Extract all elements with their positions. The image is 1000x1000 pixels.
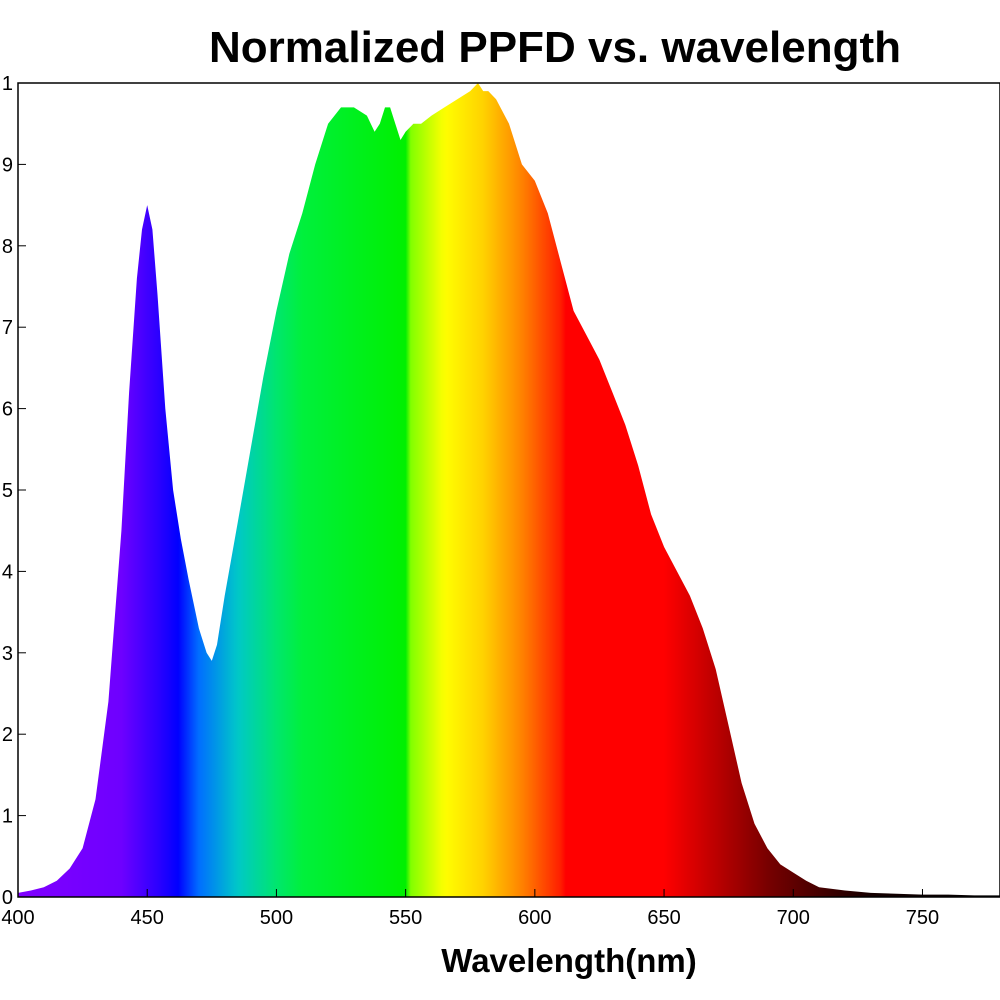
y-tick-label: 7	[2, 317, 13, 339]
y-tick-label: 1	[2, 806, 13, 828]
x-tick-label: 450	[131, 907, 164, 929]
x-axis-ticks: 400 450 500 550 600 650 700 750	[1, 889, 939, 929]
x-tick-label: 500	[260, 907, 293, 929]
x-tick-label: 750	[906, 907, 939, 929]
x-tick-label: 700	[777, 907, 810, 929]
axes-frame	[17, 82, 1000, 898]
y-tick-label: 5	[2, 480, 13, 502]
spectrum-area	[18, 83, 1000, 897]
y-tick-label: 8	[2, 236, 13, 258]
y-axis-ticks: 0 1 2 3 4 5 6 7 8 9 1	[2, 73, 26, 909]
x-tick-label: 600	[518, 907, 551, 929]
y-tick-label: 3	[2, 643, 13, 665]
y-tick-label: 9	[2, 154, 13, 176]
chart-title: Normalized PPFD vs. wavelength	[209, 23, 901, 72]
y-tick-label: 0	[2, 887, 13, 909]
x-tick-label: 400	[1, 907, 34, 929]
plot-area	[18, 83, 1000, 897]
x-tick-label: 650	[647, 907, 680, 929]
x-tick-label: 550	[389, 907, 422, 929]
y-tick-label: 6	[2, 399, 13, 421]
y-tick-label: 1	[2, 73, 13, 95]
x-axis-label: Wavelength(nm)	[441, 942, 696, 979]
y-tick-label: 2	[2, 724, 13, 746]
y-tick-label: 4	[2, 561, 13, 583]
